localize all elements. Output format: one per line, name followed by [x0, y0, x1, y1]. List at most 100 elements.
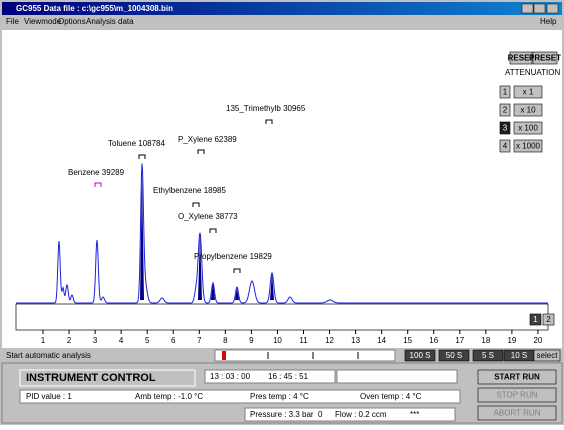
axis-tick-label: 14 — [377, 336, 386, 345]
preset-button-label[interactable]: PRESET — [529, 54, 561, 63]
time-button-label[interactable]: 10 S — [511, 351, 527, 360]
axis-tick-label: 1 — [41, 336, 46, 345]
axis-tick-label: 12 — [325, 336, 334, 345]
time-button-label[interactable]: 50 S — [446, 351, 462, 360]
time-button-label[interactable]: select — [537, 351, 559, 360]
attenuation-button[interactable] — [513, 85, 543, 99]
axis-tick-label: 13 — [351, 336, 360, 345]
peak-label: Propylbenzene 19829 — [194, 252, 272, 261]
minimize[interactable] — [521, 3, 534, 14]
axis-tick-label: 15 — [403, 336, 412, 345]
menu-item[interactable]: Help — [540, 17, 557, 26]
axis-tick-label: 2 — [67, 336, 72, 345]
menu-item[interactable]: File — [6, 17, 19, 26]
peak-label: Ethylbenzene 18985 — [153, 186, 227, 195]
attenuation-button[interactable] — [513, 103, 543, 117]
clock: 16 : 45 : 51 — [268, 372, 309, 381]
peak-label: Toluene 108784 — [108, 139, 165, 148]
start-button-label[interactable]: START RUN — [494, 373, 540, 382]
close[interactable] — [546, 3, 559, 14]
abort-button-label[interactable]: ABORT RUN — [494, 409, 541, 418]
status-message: Start automatic analysis — [6, 351, 91, 360]
peak-fill — [140, 171, 144, 300]
pressure: Pressure : 3.3 bar — [250, 410, 314, 419]
plot-area — [2, 30, 562, 348]
reset-button[interactable] — [509, 51, 533, 65]
time-button-label[interactable]: 5 S — [482, 351, 494, 360]
axis-tick-label: 19 — [507, 336, 516, 345]
peak-label: Benzene 39289 — [68, 168, 125, 177]
abort-button[interactable] — [477, 405, 557, 421]
chromatogram-trace — [16, 163, 548, 304]
menu-item[interactable]: Analysis data — [86, 17, 134, 26]
readings-box — [19, 389, 461, 404]
peak-marker — [265, 119, 273, 124]
start-time: 13 : 03 : 00 — [210, 372, 251, 381]
stop-button[interactable] — [477, 387, 557, 403]
peak-label: P_Xylene 62389 — [178, 135, 237, 144]
time-button[interactable] — [472, 349, 504, 362]
stop-button-label[interactable]: STOP RUN — [496, 391, 537, 400]
time-button[interactable] — [438, 349, 470, 362]
window-controls[interactable] — [521, 3, 559, 14]
zoom-button[interactable] — [529, 313, 542, 326]
control-title: INSTRUMENT CONTROL — [26, 372, 156, 384]
pres-temp: Pres temp : 4 °C — [250, 392, 309, 401]
peak-label: O_Xylene 38773 — [178, 212, 238, 221]
peak-marker — [209, 228, 217, 233]
attenuation-index-label[interactable]: 1 — [503, 88, 508, 97]
zoom-button-label[interactable]: 1 — [533, 315, 538, 324]
axis-tick-label: 5 — [145, 336, 150, 345]
slider-thumb[interactable] — [222, 351, 226, 360]
time-button[interactable] — [533, 349, 561, 362]
axis-tick-label: 8 — [223, 336, 228, 345]
peak-marker — [192, 202, 200, 207]
zoom-button-label[interactable]: 2 — [546, 315, 551, 324]
attenuation-index[interactable] — [499, 139, 511, 153]
menu-item[interactable]: Options — [58, 17, 86, 26]
attenuation-index-label[interactable]: 4 — [503, 142, 508, 151]
maximize[interactable] — [533, 3, 546, 14]
attenuation-button[interactable] — [513, 139, 543, 153]
axis-tick-label: 4 — [119, 336, 124, 345]
axis-tick-label: 7 — [197, 336, 202, 345]
axis-tick-label: 9 — [249, 336, 254, 345]
pid-value: PID value : 1 — [26, 392, 72, 401]
peak-fill — [198, 232, 202, 300]
zoom-button[interactable] — [542, 313, 555, 326]
axis-tick-label: 20 — [533, 336, 542, 345]
axis-tick-label: 11 — [299, 336, 308, 345]
start-button[interactable] — [477, 369, 557, 385]
zero-value: 0 — [318, 410, 323, 419]
attenuation-button[interactable] — [513, 121, 543, 135]
axis-tick-label: 16 — [429, 336, 438, 345]
axis-tick-label: 6 — [171, 336, 176, 345]
time-button[interactable] — [404, 349, 436, 362]
attenuation-index[interactable] — [499, 121, 511, 135]
peak-marker — [94, 182, 102, 187]
attenuation-button-label[interactable]: x 100 — [518, 124, 538, 133]
peak-label: 135_Trimethylb 30965 — [226, 104, 306, 113]
time-slider[interactable] — [214, 349, 396, 362]
attenuation-index[interactable] — [499, 103, 511, 117]
menu-item[interactable]: Viewmode — [24, 17, 62, 26]
attenuation-index[interactable] — [499, 85, 511, 99]
peak-marker — [138, 154, 146, 159]
reset-button-label[interactable]: RESET — [508, 54, 535, 63]
attenuation-button-label[interactable]: x 1000 — [516, 142, 541, 151]
flow: Flow : 0.2 ccm — [335, 410, 387, 419]
oven-temp: Oven temp : 4 °C — [360, 392, 422, 401]
time-button-label[interactable]: 100 S — [410, 351, 431, 360]
attenuation-button-label[interactable]: x 10 — [520, 106, 536, 115]
axis-tick-label: 17 — [455, 336, 464, 345]
time-axis-box — [15, 303, 549, 331]
peak-fill — [211, 282, 215, 300]
axis-tick-label: 18 — [481, 336, 490, 345]
attenuation-index-label[interactable]: 2 — [503, 106, 508, 115]
pressure-box — [244, 407, 456, 422]
attenuation-index-label[interactable]: 3 — [503, 124, 508, 133]
peak-marker — [233, 268, 241, 273]
preset-button[interactable] — [532, 51, 558, 65]
axis-tick-label: 10 — [273, 336, 282, 345]
attenuation-button-label[interactable]: x 1 — [523, 88, 534, 97]
